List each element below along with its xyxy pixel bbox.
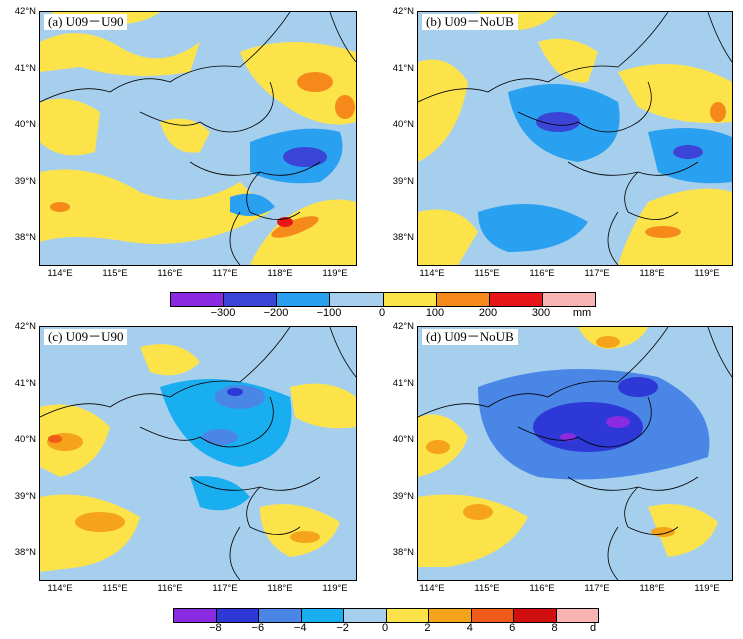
- lat-tick: 38°N: [392, 232, 414, 243]
- panel-c-map: (c) U09－U90: [39, 326, 357, 581]
- colorbar-tick-label: 300: [531, 307, 551, 319]
- lat-tick: 42°N: [14, 321, 36, 332]
- lat-tick: 42°N: [392, 6, 414, 17]
- lon-tick: 114°E: [419, 268, 445, 279]
- colorbar-segment: [277, 293, 331, 306]
- lon-tick: 115°E: [102, 583, 128, 594]
- lon-tick: 118°E: [267, 583, 293, 594]
- colorbar-segment: [556, 609, 598, 622]
- colorbar-tick-label: 200: [478, 307, 498, 319]
- colorbar-tick-label: −4: [293, 622, 307, 634]
- lon-tick: 119°E: [322, 583, 348, 594]
- lat-tick: 38°N: [14, 232, 36, 243]
- colorbar-tick-label: −100: [316, 307, 342, 319]
- lon-tick: 119°E: [322, 268, 348, 279]
- colorbar-tick-label: −300: [210, 307, 236, 319]
- lat-tick: 40°N: [14, 119, 36, 130]
- colorbar-tick-label: −200: [263, 307, 289, 319]
- days-difference-field: [418, 327, 732, 580]
- lat-tick: 41°N: [14, 63, 36, 74]
- lon-tick: 115°E: [474, 583, 500, 594]
- lon-tick: 116°E: [157, 583, 183, 594]
- lon-tick: 114°E: [47, 583, 73, 594]
- lon-tick: 117°E: [212, 268, 238, 279]
- colorbar-segment: [471, 609, 514, 622]
- lon-tick: 115°E: [474, 268, 500, 279]
- colorbar-tick-label: −6: [251, 622, 265, 634]
- panel-c-label: (c) U09－U90: [44, 329, 128, 345]
- lon-tick: 118°E: [267, 268, 293, 279]
- panel-a-label: (a) U09－U90: [44, 14, 128, 30]
- lat-tick: 40°N: [14, 434, 36, 445]
- colorbar-segment: [542, 293, 595, 306]
- colorbar-segment: [301, 609, 344, 622]
- lon-tick: 116°E: [529, 583, 555, 594]
- lon-tick: 116°E: [529, 268, 555, 279]
- colorbar-tick-label: 0: [381, 622, 389, 634]
- panel-b-label: (b) U09－NoUB: [422, 14, 518, 30]
- lat-tick: 38°N: [392, 547, 414, 558]
- panel-d-map: (d) U09－NoUB: [417, 326, 733, 581]
- lat-tick: 41°N: [14, 378, 36, 389]
- panel-b-map: (b) U09－NoUB: [417, 11, 733, 266]
- lat-tick: 41°N: [392, 63, 414, 74]
- lon-tick: 119°E: [694, 583, 720, 594]
- colorbar-tick-label: −2: [336, 622, 349, 634]
- colorbar-segment: [216, 609, 259, 622]
- precip-colorbar-unit: mm: [572, 307, 592, 319]
- colorbar-tick-label: 6: [509, 622, 516, 634]
- lat-tick: 39°N: [392, 491, 414, 502]
- colorbar-segment: [344, 609, 387, 622]
- colorbar-segment: [259, 609, 302, 622]
- panel-a-map: (a) U09－U90: [39, 11, 357, 266]
- colorbar-segment: [171, 293, 225, 306]
- lon-tick: 117°E: [584, 268, 610, 279]
- panel-d-label: (d) U09－NoUB: [422, 329, 518, 345]
- lon-tick: 116°E: [157, 268, 183, 279]
- lon-tick: 118°E: [639, 268, 665, 279]
- colorbar-tick-label: −8: [209, 622, 222, 634]
- days-colorbar-unit: d: [589, 622, 597, 634]
- days-difference-field: [40, 327, 356, 580]
- colorbar-tick-label: 8: [551, 622, 558, 634]
- lat-tick: 40°N: [392, 434, 414, 445]
- lat-tick: 40°N: [392, 119, 414, 130]
- colorbar-tick-label: 4: [466, 622, 473, 634]
- colorbar-segment: [383, 293, 437, 306]
- lon-tick: 117°E: [584, 583, 610, 594]
- colorbar-segment: [224, 293, 278, 306]
- days-colorbar: [173, 608, 599, 623]
- lon-tick: 119°E: [694, 268, 720, 279]
- colorbar-segment: [514, 609, 557, 622]
- colorbar-tick-label: 2: [424, 622, 431, 634]
- lat-tick: 42°N: [392, 321, 414, 332]
- lon-tick: 115°E: [102, 268, 128, 279]
- precip-colorbar: [170, 292, 596, 307]
- colorbar-segment: [489, 293, 543, 306]
- colorbar-segment: [436, 293, 490, 306]
- lat-tick: 39°N: [14, 491, 36, 502]
- lon-tick: 114°E: [419, 583, 445, 594]
- colorbar-tick-label: 0: [378, 307, 386, 319]
- lat-tick: 41°N: [392, 378, 414, 389]
- colorbar-segment: [174, 609, 217, 622]
- colorbar-segment: [330, 293, 384, 306]
- lat-tick: 39°N: [14, 176, 36, 187]
- precip-difference-field: [418, 12, 732, 265]
- colorbar-segment: [429, 609, 472, 622]
- precip-difference-field: [40, 12, 356, 265]
- lat-tick: 42°N: [14, 6, 36, 17]
- lon-tick: 118°E: [639, 583, 665, 594]
- lat-tick: 38°N: [14, 547, 36, 558]
- lon-tick: 117°E: [212, 583, 238, 594]
- colorbar-segment: [386, 609, 429, 622]
- colorbar-tick-label: 100: [425, 307, 445, 319]
- lon-tick: 114°E: [47, 268, 73, 279]
- lat-tick: 39°N: [392, 176, 414, 187]
